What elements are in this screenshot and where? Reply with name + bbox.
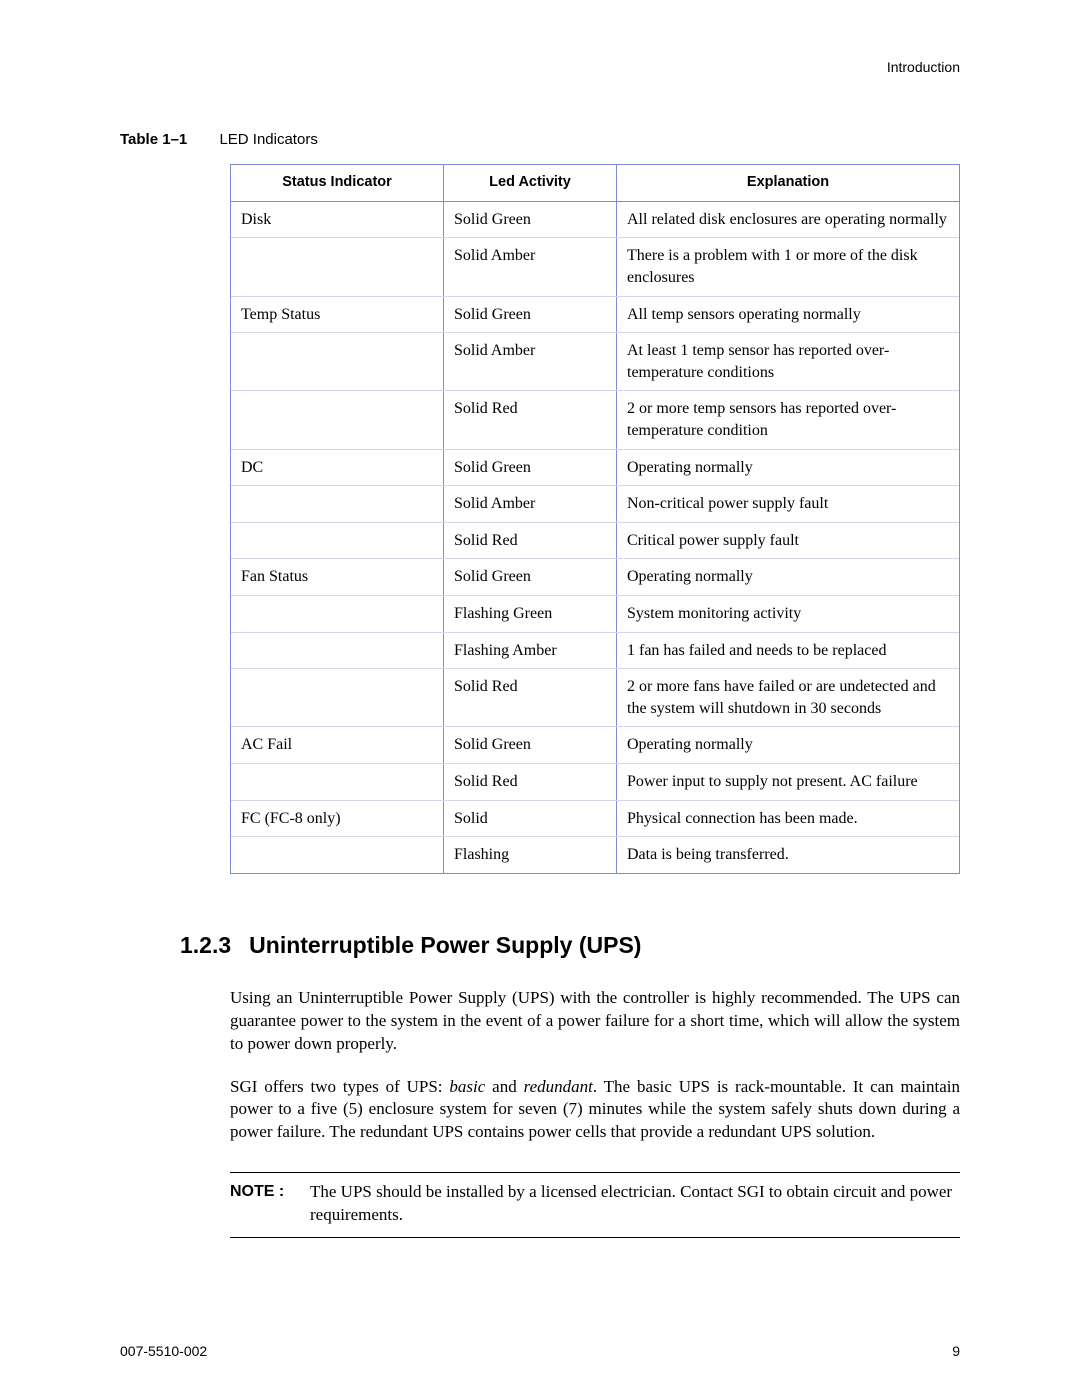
cell-led: Solid Red xyxy=(444,669,617,727)
cell-expl: Operating normally xyxy=(617,449,960,486)
cell-expl: All temp sensors operating normally xyxy=(617,296,960,333)
section-number: 1.2.3 xyxy=(180,932,231,958)
cell-led: Solid Red xyxy=(444,391,617,449)
page-footer: 007-5510-002 9 xyxy=(120,1342,960,1361)
cell-status: Temp Status xyxy=(231,296,444,333)
text: SGI offers two types of UPS: xyxy=(230,1077,449,1096)
cell-expl: At least 1 temp sensor has reported over… xyxy=(617,333,960,391)
table-row: Flashing Amber 1 fan has failed and need… xyxy=(231,632,959,669)
cell-led: Flashing Amber xyxy=(444,632,617,669)
column-header-explanation: Explanation xyxy=(617,165,960,201)
cell-led: Solid Green xyxy=(444,559,617,596)
table-caption-title: LED Indicators xyxy=(219,131,317,148)
table-row: AC Fail Solid Green Operating normally xyxy=(231,727,959,764)
cell-expl: There is a problem with 1 or more of the… xyxy=(617,238,960,296)
column-header-status: Status Indicator xyxy=(231,165,444,201)
text-italic: basic xyxy=(449,1077,485,1096)
cell-expl: Non-critical power supply fault xyxy=(617,486,960,523)
cell-status xyxy=(231,333,444,391)
cell-led: Solid Green xyxy=(444,727,617,764)
table-row: Solid Red 2 or more fans have failed or … xyxy=(231,669,959,727)
cell-status: DC xyxy=(231,449,444,486)
table-row: Solid Amber There is a problem with 1 or… xyxy=(231,238,959,296)
cell-expl: System monitoring activity xyxy=(617,595,960,632)
cell-led: Solid Green xyxy=(444,201,617,238)
cell-status xyxy=(231,837,444,873)
cell-led: Solid xyxy=(444,800,617,837)
cell-led: Flashing xyxy=(444,837,617,873)
table-row: Disk Solid Green All related disk enclos… xyxy=(231,201,959,238)
cell-status xyxy=(231,486,444,523)
cell-expl: 2 or more fans have failed or are undete… xyxy=(617,669,960,727)
table-caption-number: Table 1–1 xyxy=(120,131,187,148)
text-italic: redundant xyxy=(524,1077,593,1096)
cell-status xyxy=(231,391,444,449)
cell-status xyxy=(231,238,444,296)
cell-expl: Operating normally xyxy=(617,559,960,596)
cell-led: Solid Amber xyxy=(444,238,617,296)
cell-expl: 2 or more temp sensors has reported over… xyxy=(617,391,960,449)
note-label: NOTE : xyxy=(230,1181,310,1227)
cell-status xyxy=(231,595,444,632)
cell-status: FC (FC-8 only) xyxy=(231,800,444,837)
table-header-row: Status Indicator Led Activity Explanatio… xyxy=(231,165,959,201)
paragraph: SGI offers two types of UPS: basic and r… xyxy=(230,1076,960,1145)
table-row: FC (FC-8 only) Solid Physical connection… xyxy=(231,800,959,837)
cell-expl: Power input to supply not present. AC fa… xyxy=(617,763,960,800)
cell-expl: All related disk enclosures are operatin… xyxy=(617,201,960,238)
footer-pagenum: 9 xyxy=(952,1342,960,1361)
cell-status xyxy=(231,763,444,800)
table-row: Flashing Data is being transferred. xyxy=(231,837,959,873)
table-row: Solid Red 2 or more temp sensors has rep… xyxy=(231,391,959,449)
cell-led: Flashing Green xyxy=(444,595,617,632)
cell-led: Solid Amber xyxy=(444,333,617,391)
table-row: Solid Amber At least 1 temp sensor has r… xyxy=(231,333,959,391)
cell-status xyxy=(231,632,444,669)
table-row: Solid Amber Non-critical power supply fa… xyxy=(231,486,959,523)
table-row: DC Solid Green Operating normally xyxy=(231,449,959,486)
text: and xyxy=(485,1077,523,1096)
table-row: Solid Red Critical power supply fault xyxy=(231,522,959,559)
cell-led: Solid Green xyxy=(444,296,617,333)
column-header-led: Led Activity xyxy=(444,165,617,201)
note-block: NOTE : The UPS should be installed by a … xyxy=(230,1172,960,1238)
cell-status: Fan Status xyxy=(231,559,444,596)
cell-led: Solid Green xyxy=(444,449,617,486)
cell-led: Solid Red xyxy=(444,763,617,800)
cell-led: Solid Red xyxy=(444,522,617,559)
page: Introduction Table 1–1 LED Indicators St… xyxy=(0,0,1080,1397)
table-row: Temp Status Solid Green All temp sensors… xyxy=(231,296,959,333)
cell-expl: Operating normally xyxy=(617,727,960,764)
table-row: Flashing Green System monitoring activit… xyxy=(231,595,959,632)
table-caption: Table 1–1 LED Indicators xyxy=(120,130,960,150)
cell-status xyxy=(231,669,444,727)
cell-status: AC Fail xyxy=(231,727,444,764)
cell-status xyxy=(231,522,444,559)
cell-expl: Critical power supply fault xyxy=(617,522,960,559)
table-row: Solid Red Power input to supply not pres… xyxy=(231,763,959,800)
section-heading: 1.2.3 Uninterruptible Power Supply (UPS) xyxy=(180,930,960,961)
cell-led: Solid Amber xyxy=(444,486,617,523)
table-row: Fan Status Solid Green Operating normall… xyxy=(231,559,959,596)
cell-expl: Data is being transferred. xyxy=(617,837,960,873)
cell-expl: Physical connection has been made. xyxy=(617,800,960,837)
section-title: Uninterruptible Power Supply (UPS) xyxy=(249,932,641,958)
footer-docnum: 007-5510-002 xyxy=(120,1342,207,1361)
paragraph: Using an Uninterruptible Power Supply (U… xyxy=(230,987,960,1056)
cell-status: Disk xyxy=(231,201,444,238)
section-ups: 1.2.3Uninterruptible Power Supply (UPS) … xyxy=(120,930,960,1239)
page-header-section: Introduction xyxy=(887,58,960,77)
note-text: The UPS should be installed by a license… xyxy=(310,1181,960,1227)
cell-expl: 1 fan has failed and needs to be replace… xyxy=(617,632,960,669)
led-indicators-table: Status Indicator Led Activity Explanatio… xyxy=(230,164,960,873)
